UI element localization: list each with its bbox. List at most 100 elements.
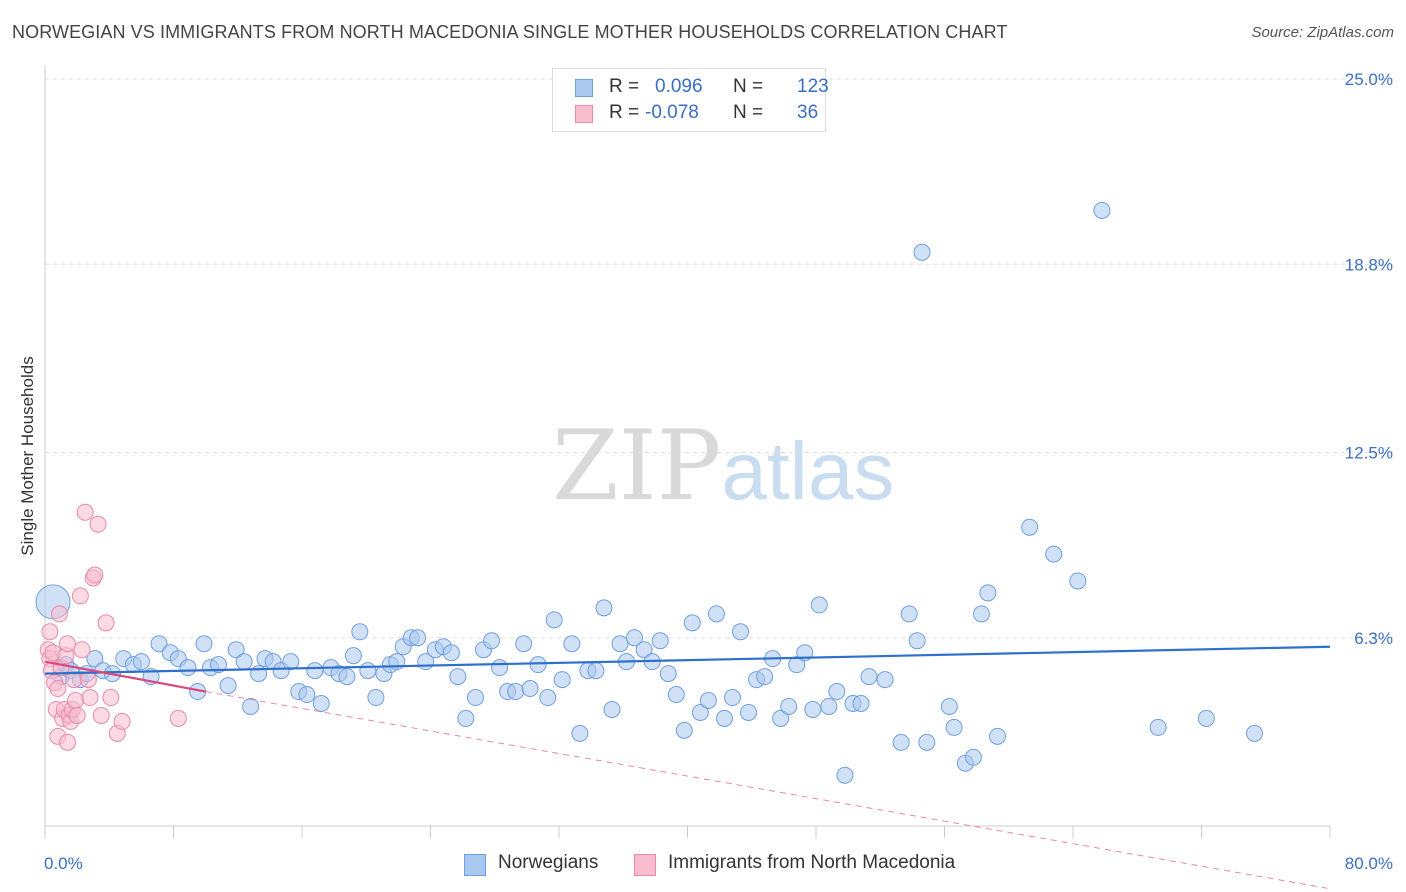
norwegian-point — [466, 689, 484, 707]
norwegian-point — [132, 653, 150, 671]
legend-r-label: R = — [609, 76, 640, 97]
norwegian-point — [338, 668, 356, 686]
zipatlas-watermark: ZIPatlas — [552, 410, 894, 522]
norwegian-point — [209, 656, 227, 674]
norwegian-point — [507, 683, 525, 701]
norwegian-point — [563, 635, 581, 653]
watermark-atlas: atlas — [721, 426, 895, 517]
norwegian-point — [306, 662, 324, 680]
norwegian-point — [820, 697, 838, 715]
norwegian-point — [86, 650, 104, 668]
norwegian-point — [667, 686, 685, 704]
norwegian-trend-line — [44, 645, 1331, 675]
norwegian-point — [409, 629, 427, 647]
norwegian-point — [772, 709, 790, 727]
legend-r-value: 0.096 — [655, 76, 703, 97]
norwegian-point — [545, 611, 563, 629]
norwegian-point — [900, 605, 918, 623]
norwegian-point — [1246, 724, 1264, 742]
y-tick-label: 6.3% — [1354, 629, 1393, 648]
norwegian-point — [515, 635, 533, 653]
norwegian-point — [860, 668, 878, 686]
norwegian-point — [219, 677, 237, 695]
macedonia-point — [41, 623, 59, 641]
norwegian-point — [521, 680, 539, 698]
norwegian-point — [756, 668, 774, 686]
norwegian-point — [836, 766, 854, 784]
norwegian-point — [595, 599, 613, 617]
norwegian-point — [227, 641, 245, 659]
norwegian-point — [979, 584, 997, 602]
legend-r-value: -0.078 — [645, 102, 699, 123]
macedonia-point — [76, 503, 94, 521]
norwegian-point — [351, 623, 369, 641]
norwegian-point — [828, 683, 846, 701]
norwegian-point — [918, 733, 936, 751]
macedonia-point — [169, 709, 187, 727]
legend-n-label: N = — [733, 102, 764, 123]
macedonia-point — [79, 671, 97, 689]
norwegian-point — [298, 686, 316, 704]
norwegian-point — [603, 700, 621, 718]
macedonia-point — [71, 587, 89, 605]
norwegian-point — [539, 689, 557, 707]
norwegian-point — [457, 709, 475, 727]
bottom-legend-swatch-norwegians — [464, 854, 486, 876]
macedonia-trend-extension — [205, 691, 1331, 890]
macedonia-point — [92, 706, 110, 724]
norwegian-point — [282, 653, 300, 671]
norwegian-point — [876, 671, 894, 689]
norwegian-point — [892, 733, 910, 751]
y-tick-label: 12.5% — [1345, 444, 1393, 463]
macedonia-point — [81, 689, 99, 707]
norwegian-point — [723, 689, 741, 707]
norwegian-point — [908, 632, 926, 650]
macedonia-point — [50, 605, 68, 623]
norwegian-point — [651, 632, 669, 650]
chart-title: NORWEGIAN VS IMMIGRANTS FROM NORTH MACED… — [12, 22, 1008, 42]
norwegian-point — [707, 605, 725, 623]
norwegian-point — [150, 635, 168, 653]
norwegian-point — [235, 653, 253, 671]
source-label: Source: ZipAtlas.com — [1251, 24, 1394, 41]
watermark-zip: ZIP — [552, 410, 722, 522]
bottom-legend-label: Norwegians — [498, 852, 599, 873]
macedonia-point — [89, 515, 107, 533]
norwegian-point — [483, 632, 501, 650]
norwegian-point — [683, 614, 701, 632]
norwegian-point — [1021, 518, 1039, 536]
norwegian-point — [359, 662, 377, 680]
norwegian-point — [611, 635, 629, 653]
norwegian-point — [964, 748, 982, 766]
macedonia-point — [113, 712, 131, 730]
macedonia-point — [49, 680, 67, 698]
norwegian-point — [1069, 572, 1087, 590]
correlation-legend: R = 0.096 N = 123 R = -0.078 N = 36 — [552, 68, 829, 132]
norwegian-point — [788, 656, 806, 674]
macedonia-point — [67, 692, 85, 710]
norwegian-point — [344, 647, 362, 665]
legend-swatch-norwegians — [575, 79, 593, 97]
norwegian-point — [529, 656, 547, 674]
norwegian-point — [804, 700, 822, 718]
legend-n-value: 36 — [797, 102, 819, 123]
macedonia-point — [68, 706, 86, 724]
norwegian-point — [659, 665, 677, 683]
norwegian-point — [367, 689, 385, 707]
norwegian-point — [699, 692, 717, 710]
legend-n-label: N = — [733, 76, 764, 97]
bottom-legend-label: Immigrants from North Macedonia — [668, 852, 956, 873]
norwegian-point — [491, 659, 509, 677]
norwegian-point — [587, 662, 605, 680]
norwegian-point — [1093, 201, 1111, 219]
norwegian-point — [945, 718, 963, 736]
norwegian-point — [691, 703, 709, 721]
x-tick-label: 0.0% — [44, 854, 83, 873]
macedonia-point — [102, 689, 120, 707]
norwegian-point — [972, 605, 990, 623]
norwegian-point — [913, 243, 931, 261]
norwegian-point — [449, 668, 467, 686]
norwegian-point — [179, 659, 197, 677]
norwegian-point — [1149, 718, 1167, 736]
